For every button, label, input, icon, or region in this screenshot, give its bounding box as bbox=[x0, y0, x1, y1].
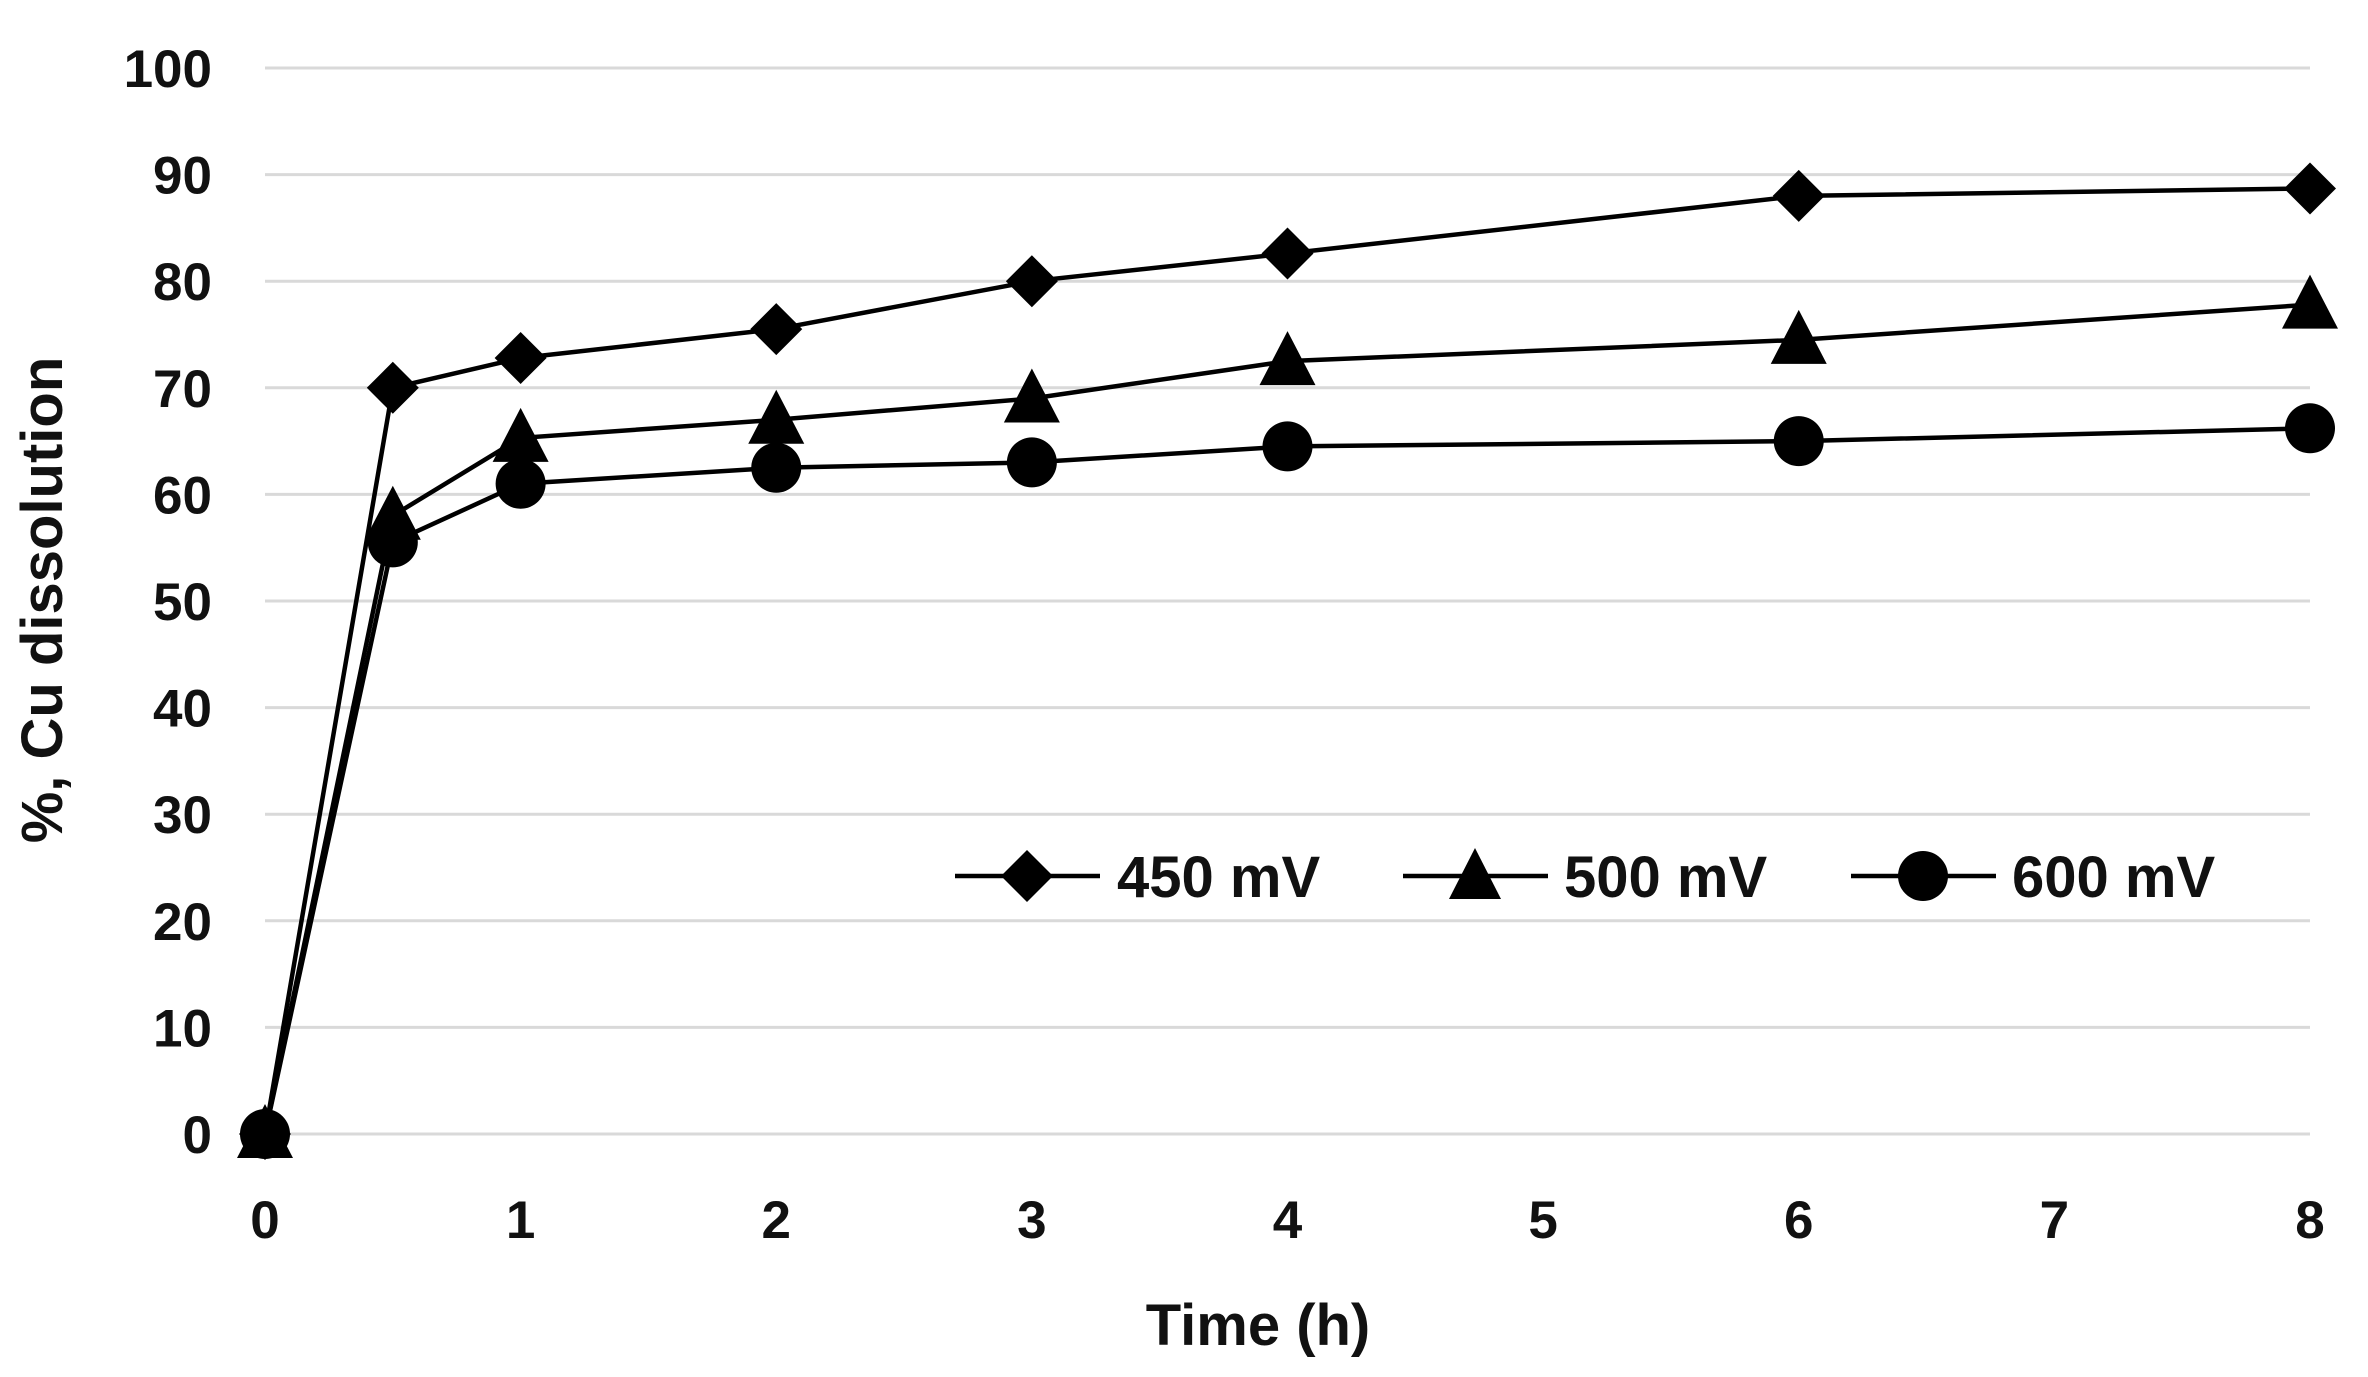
x-tick-label: 1 bbox=[506, 1191, 535, 1250]
x-tick-label: 4 bbox=[1273, 1191, 1303, 1250]
data-point bbox=[750, 303, 803, 356]
data-point bbox=[751, 442, 802, 493]
y-tick-label: 70 bbox=[153, 360, 212, 419]
data-point bbox=[2284, 162, 2336, 215]
y-axis-title: %, Cu dissolution bbox=[10, 357, 75, 844]
data-point bbox=[748, 389, 805, 444]
y-tick-label: 80 bbox=[153, 253, 212, 312]
y-tick-label: 60 bbox=[153, 466, 212, 525]
data-point bbox=[492, 407, 549, 462]
data-point bbox=[1262, 421, 1313, 472]
y-tick-label: 20 bbox=[153, 893, 212, 952]
legend-circle-marker bbox=[1898, 851, 1948, 901]
data-point bbox=[1259, 331, 1316, 386]
series-line bbox=[262, 186, 2311, 1135]
x-tick-label: 0 bbox=[250, 1191, 279, 1250]
y-tick-label: 30 bbox=[153, 786, 212, 845]
legend-diamond-marker bbox=[1001, 850, 1053, 902]
x-axis-title: Time (h) bbox=[1146, 1293, 1371, 1358]
y-axis-ticks: 0 10 20 30 40 50 60 70 80 90 100 bbox=[124, 40, 212, 1165]
data-point bbox=[1770, 309, 1827, 364]
y-tick-label: 40 bbox=[153, 680, 212, 739]
data-point bbox=[240, 1109, 290, 1159]
data-point bbox=[1006, 437, 1057, 488]
y-tick-label: 100 bbox=[124, 40, 212, 99]
data-point bbox=[2282, 274, 2338, 329]
x-axis-ticks: 0 1 2 3 4 5 6 7 8 bbox=[250, 1191, 2324, 1250]
series-circle bbox=[240, 403, 2335, 1159]
series-line bbox=[262, 302, 2311, 1135]
x-tick-label: 5 bbox=[1528, 1191, 1557, 1250]
legend-label-600mv: 600 mV bbox=[2012, 845, 2215, 910]
legend-label-500mv: 500 mV bbox=[1564, 845, 1767, 910]
x-tick-label: 3 bbox=[1017, 1191, 1046, 1250]
legend: 450 mV 500 mV 600 mV bbox=[955, 845, 2215, 910]
data-point bbox=[1773, 416, 1824, 467]
y-tick-label: 50 bbox=[153, 573, 212, 632]
data-point bbox=[2285, 403, 2335, 454]
series-triangle bbox=[237, 274, 2338, 1158]
legend-item-600mv: 600 mV bbox=[1851, 845, 2215, 910]
data-point bbox=[1772, 169, 1825, 222]
legend-label-450mv: 450 mV bbox=[1117, 845, 1320, 910]
data-point bbox=[495, 458, 546, 509]
data-point bbox=[367, 517, 418, 568]
y-tick-label: 10 bbox=[153, 999, 212, 1058]
x-tick-label: 6 bbox=[1784, 1191, 1813, 1250]
gridlines bbox=[265, 66, 2310, 1136]
data-point bbox=[494, 331, 547, 384]
series-group bbox=[237, 162, 2338, 1160]
legend-triangle-marker bbox=[1449, 848, 1501, 899]
x-tick-label: 8 bbox=[2295, 1191, 2324, 1250]
x-tick-label: 2 bbox=[762, 1191, 791, 1250]
data-point bbox=[1261, 227, 1314, 280]
legend-item-500mv: 500 mV bbox=[1403, 845, 1767, 910]
legend-item-450mv: 450 mV bbox=[955, 845, 1320, 910]
y-tick-label: 0 bbox=[183, 1106, 212, 1165]
data-point bbox=[1005, 255, 1058, 308]
data-point bbox=[1003, 368, 1060, 423]
data-point bbox=[366, 361, 419, 414]
y-tick-label: 90 bbox=[153, 147, 212, 206]
series-diamond bbox=[239, 162, 2336, 1160]
x-tick-label: 7 bbox=[2040, 1191, 2069, 1250]
